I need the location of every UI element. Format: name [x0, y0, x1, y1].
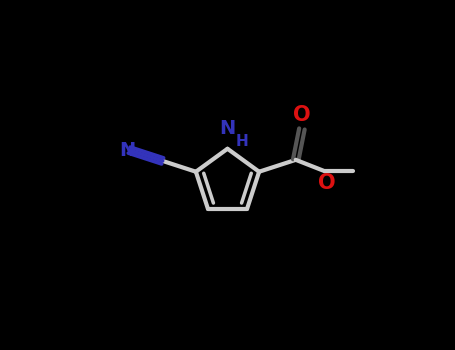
Text: N: N: [119, 141, 136, 160]
Text: H: H: [235, 134, 248, 148]
Text: O: O: [293, 105, 311, 125]
Text: N: N: [219, 119, 236, 138]
Text: O: O: [318, 173, 336, 193]
